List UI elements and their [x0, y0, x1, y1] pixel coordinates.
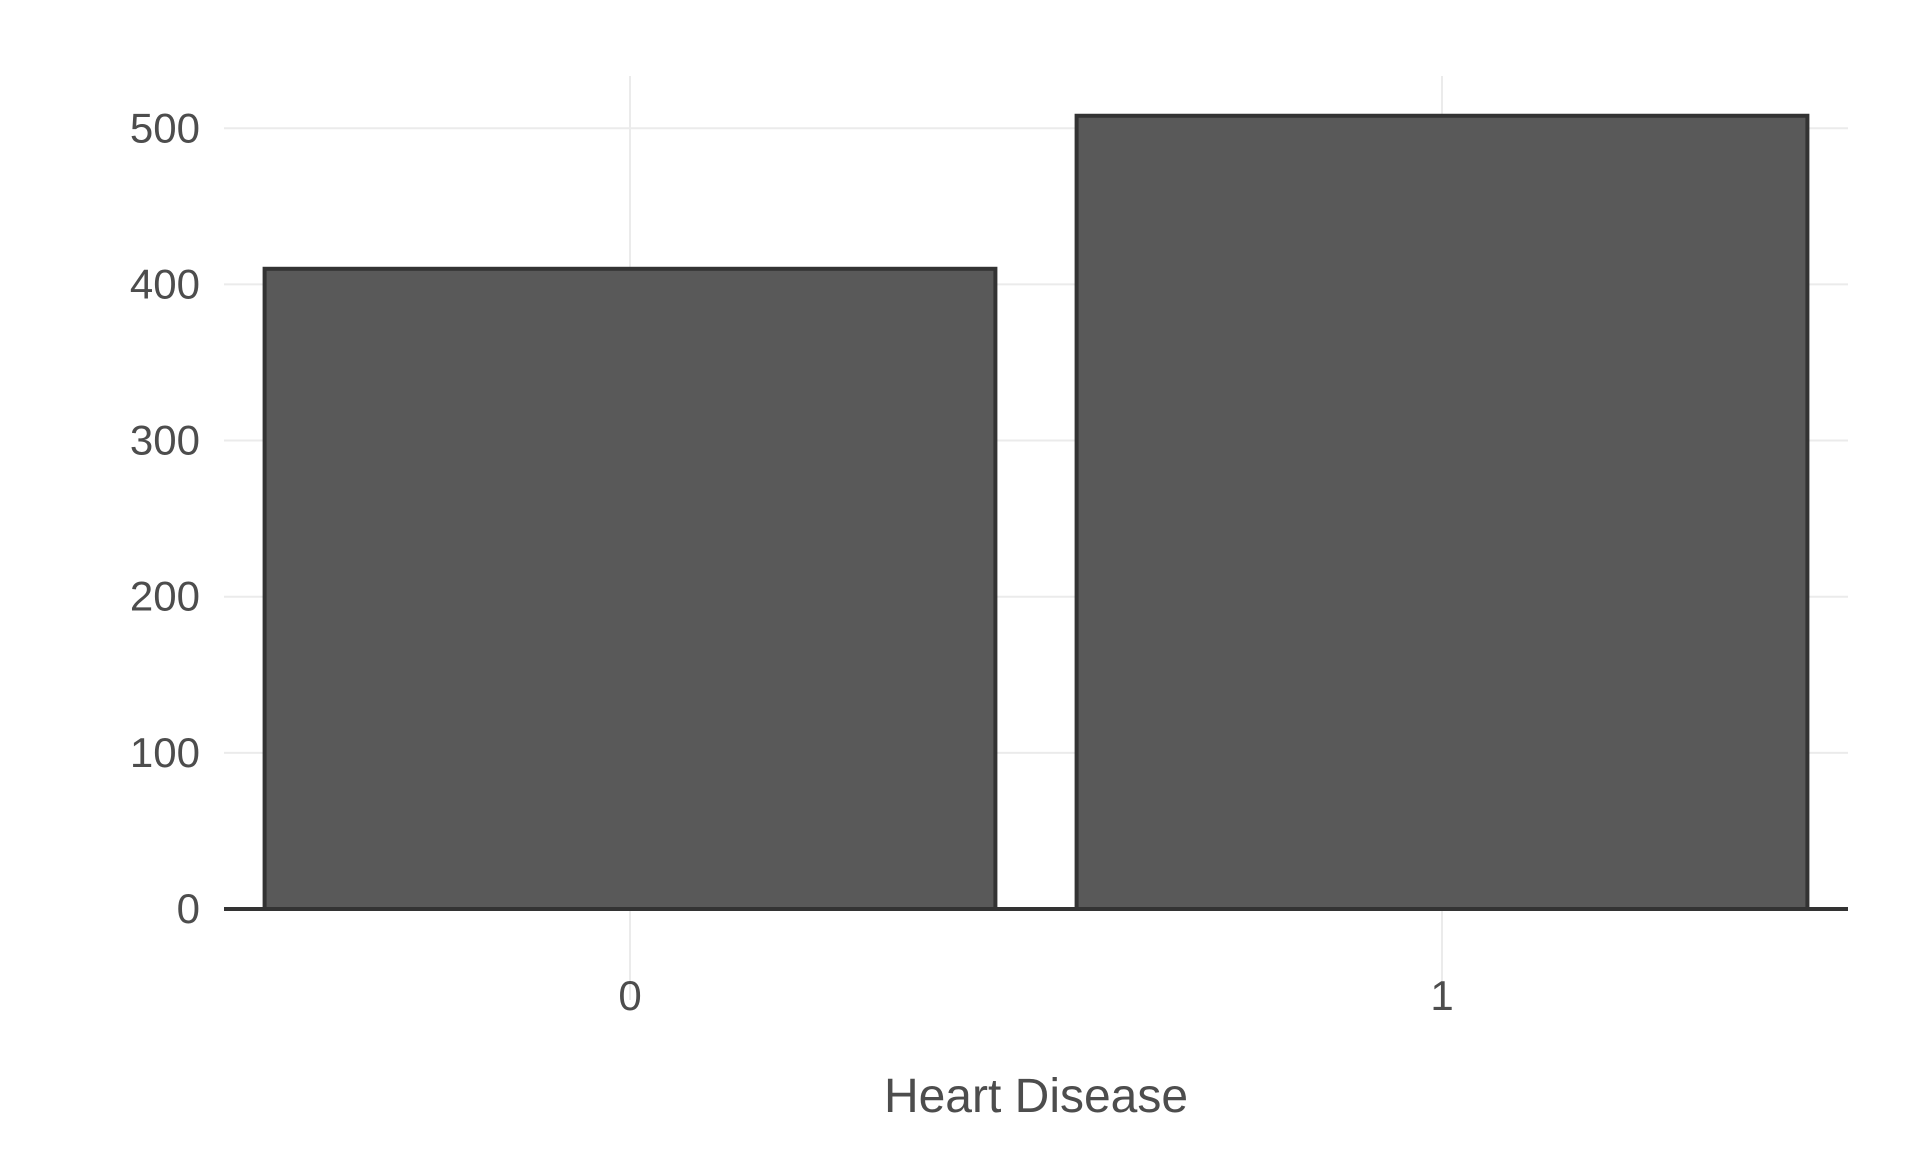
- y-tick-label-300: 300: [130, 417, 200, 464]
- bars: [262, 113, 1810, 912]
- y-tick-label-500: 500: [130, 104, 200, 151]
- y-tick-label-0: 0: [177, 885, 200, 932]
- x-axis-title: Heart Disease: [884, 1070, 1188, 1123]
- x-tick-label-1: 1: [1430, 972, 1453, 1019]
- x-tick-label-0: 0: [618, 972, 641, 1019]
- y-tick-labels: 0 100 200 300 400 500: [130, 104, 200, 932]
- y-tick-label-200: 200: [130, 573, 200, 620]
- bar-1: [1074, 113, 1810, 912]
- y-tick-label-100: 100: [130, 729, 200, 776]
- y-tick-label-400: 400: [130, 260, 200, 307]
- bar-0: [262, 266, 998, 912]
